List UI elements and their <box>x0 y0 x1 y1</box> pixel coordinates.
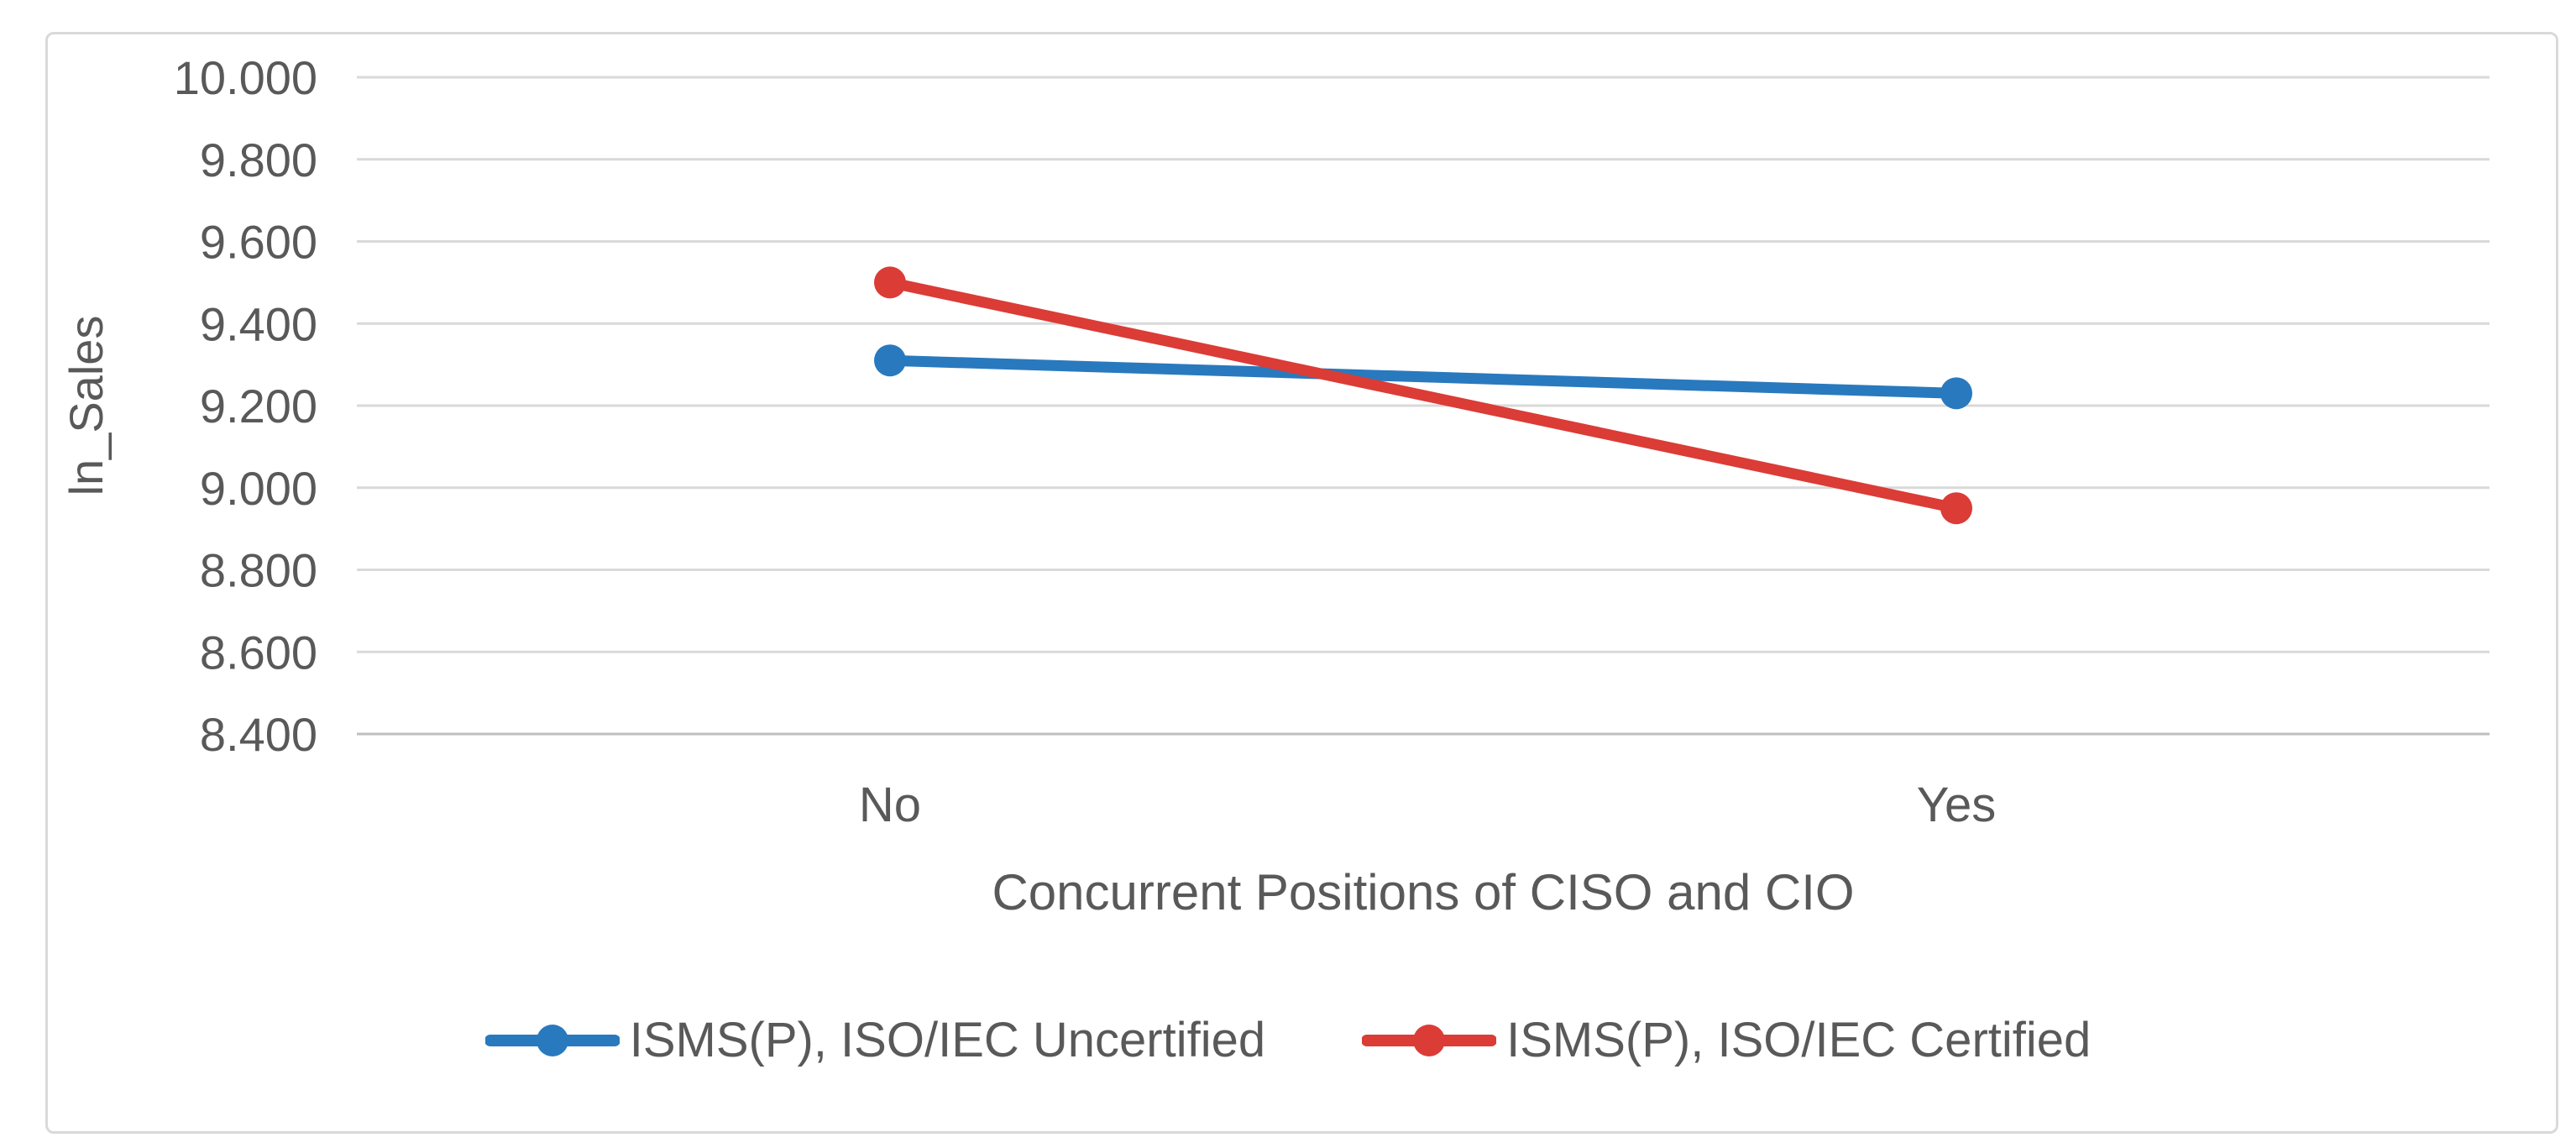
data-point-marker <box>874 266 906 299</box>
legend-line-marker-icon <box>484 1024 620 1056</box>
series-line <box>884 354 1962 399</box>
y-tick-label: 10.000 <box>174 51 317 104</box>
legend-label-uncertified: ISMS(P), ISO/IEC Uncertified <box>629 1013 1266 1067</box>
y-tick-label: 9.200 <box>200 380 317 432</box>
data-point-marker <box>1940 377 1972 410</box>
y-tick-label: 8.400 <box>200 708 317 761</box>
legend-item-certified: ISMS(P), ISO/IEC Certified <box>1362 1012 2091 1068</box>
series-line <box>884 276 1962 514</box>
y-tick-label: 9.000 <box>200 462 317 515</box>
legend-item-uncertified: ISMS(P), ISO/IEC Uncertified <box>484 1012 1266 1068</box>
legend-label-certified: ISMS(P), ISO/IEC Certified <box>1506 1013 2092 1067</box>
data-point-marker <box>874 344 906 377</box>
data-point-marker <box>1940 492 1972 525</box>
legend-line-marker-icon <box>1362 1024 1497 1056</box>
chart-border <box>45 32 2558 1134</box>
y-axis-title: ln_Sales <box>60 315 113 496</box>
category-label: Yes <box>1917 778 1997 832</box>
y-tick-label: 8.600 <box>200 626 317 679</box>
y-tick-label: 9.800 <box>200 134 317 186</box>
y-tick-label: 8.800 <box>200 544 317 597</box>
x-axis-title: Concurrent Positions of CISO and CIO <box>992 864 1855 920</box>
legend: ISMS(P), ISO/IEC Uncertified ISMS(P), IS… <box>0 1012 2576 1068</box>
y-tick-label: 9.400 <box>200 297 317 350</box>
y-tick-label: 9.600 <box>200 216 317 269</box>
category-label: No <box>859 778 921 832</box>
